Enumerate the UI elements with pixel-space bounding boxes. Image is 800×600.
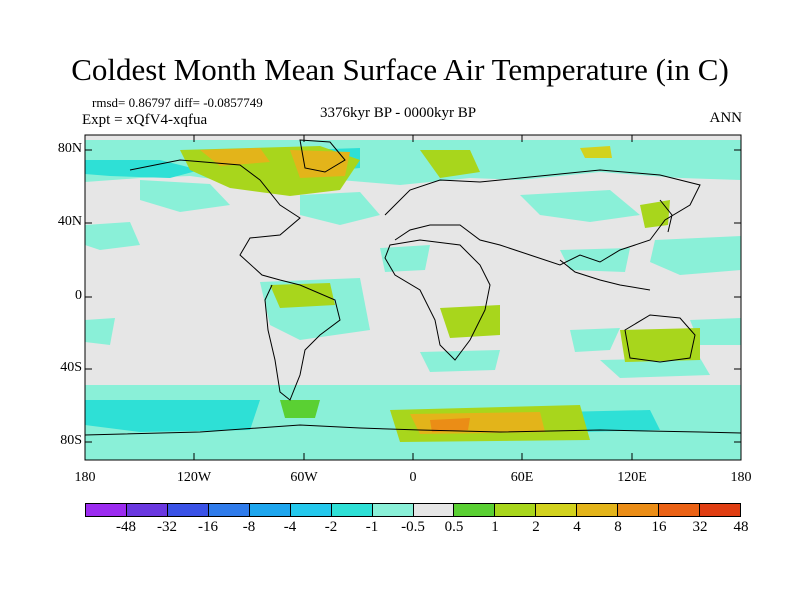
lon-label-120w: 120W [176,470,212,485]
colorbar-label: -48 [116,519,136,535]
colorbar-box [86,504,127,516]
lon-label-60e: 60E [510,470,534,485]
lat-label-0: 0 [75,288,82,303]
colorbar-label: 1 [491,519,499,535]
colorbar-box [290,504,332,516]
colorbar-label: 8 [614,519,622,535]
colorbar-label: 32 [692,519,708,535]
axis-ticks [85,135,741,460]
stats-line: rmsd= 0.86797 diff= -0.0857749 [92,95,263,110]
colorbar-label: -1 [365,519,379,535]
colorbar-label: 2 [532,519,540,535]
colorbar-label: -16 [198,519,218,535]
colorbar-box [126,504,168,516]
colorbar-label: 4 [573,519,581,535]
lat-label-40n: 40N [57,214,82,229]
colorbar-box [167,504,209,516]
colorbar-label: 16 [651,519,667,535]
colorbar-box [495,504,537,516]
colorbar-label: -0.5 [401,519,425,535]
map-title: Coldest Month Mean Surface Air Temperatu… [71,52,729,87]
colorbar-label: 0.5 [444,519,464,535]
colorbar-box [249,504,291,516]
experiment-label: Expt = xQfV4-xqfua [82,112,208,128]
colorbar-box [700,504,740,516]
lat-label-80s: 80S [60,433,82,448]
season-label: ANN [709,110,743,126]
coastlines [85,139,741,436]
colorbar-box [413,504,455,516]
lon-label-0: 0 [409,470,417,485]
colorbar-label: 48 [733,519,749,535]
lat-label-80n: 80N [57,141,82,156]
colorbar-box [618,504,660,516]
colorbar-box [659,504,701,516]
period-label: 3376kyr BP - 0000kyr BP [320,105,477,121]
lon-label-120e: 120E [617,470,647,485]
colorbar-box [331,504,373,516]
anomaly-fields [85,140,741,460]
colorbar-box [577,504,619,516]
lon-label-60w: 60W [290,470,318,485]
lon-label-180-east: 180 [730,470,752,485]
colorbar-box [208,504,250,516]
colorbar-label: -8 [242,519,256,535]
colorbar-label: -2 [324,519,338,535]
lon-label-180-west: 180 [74,470,96,485]
colorbar-box [454,504,496,516]
colorbar-box [372,504,414,516]
colorbar [85,503,741,517]
colorbar-label: -32 [157,519,177,535]
colorbar-box [536,504,578,516]
lat-label-40s: 40S [60,360,82,375]
colorbar-label: -4 [283,519,297,535]
